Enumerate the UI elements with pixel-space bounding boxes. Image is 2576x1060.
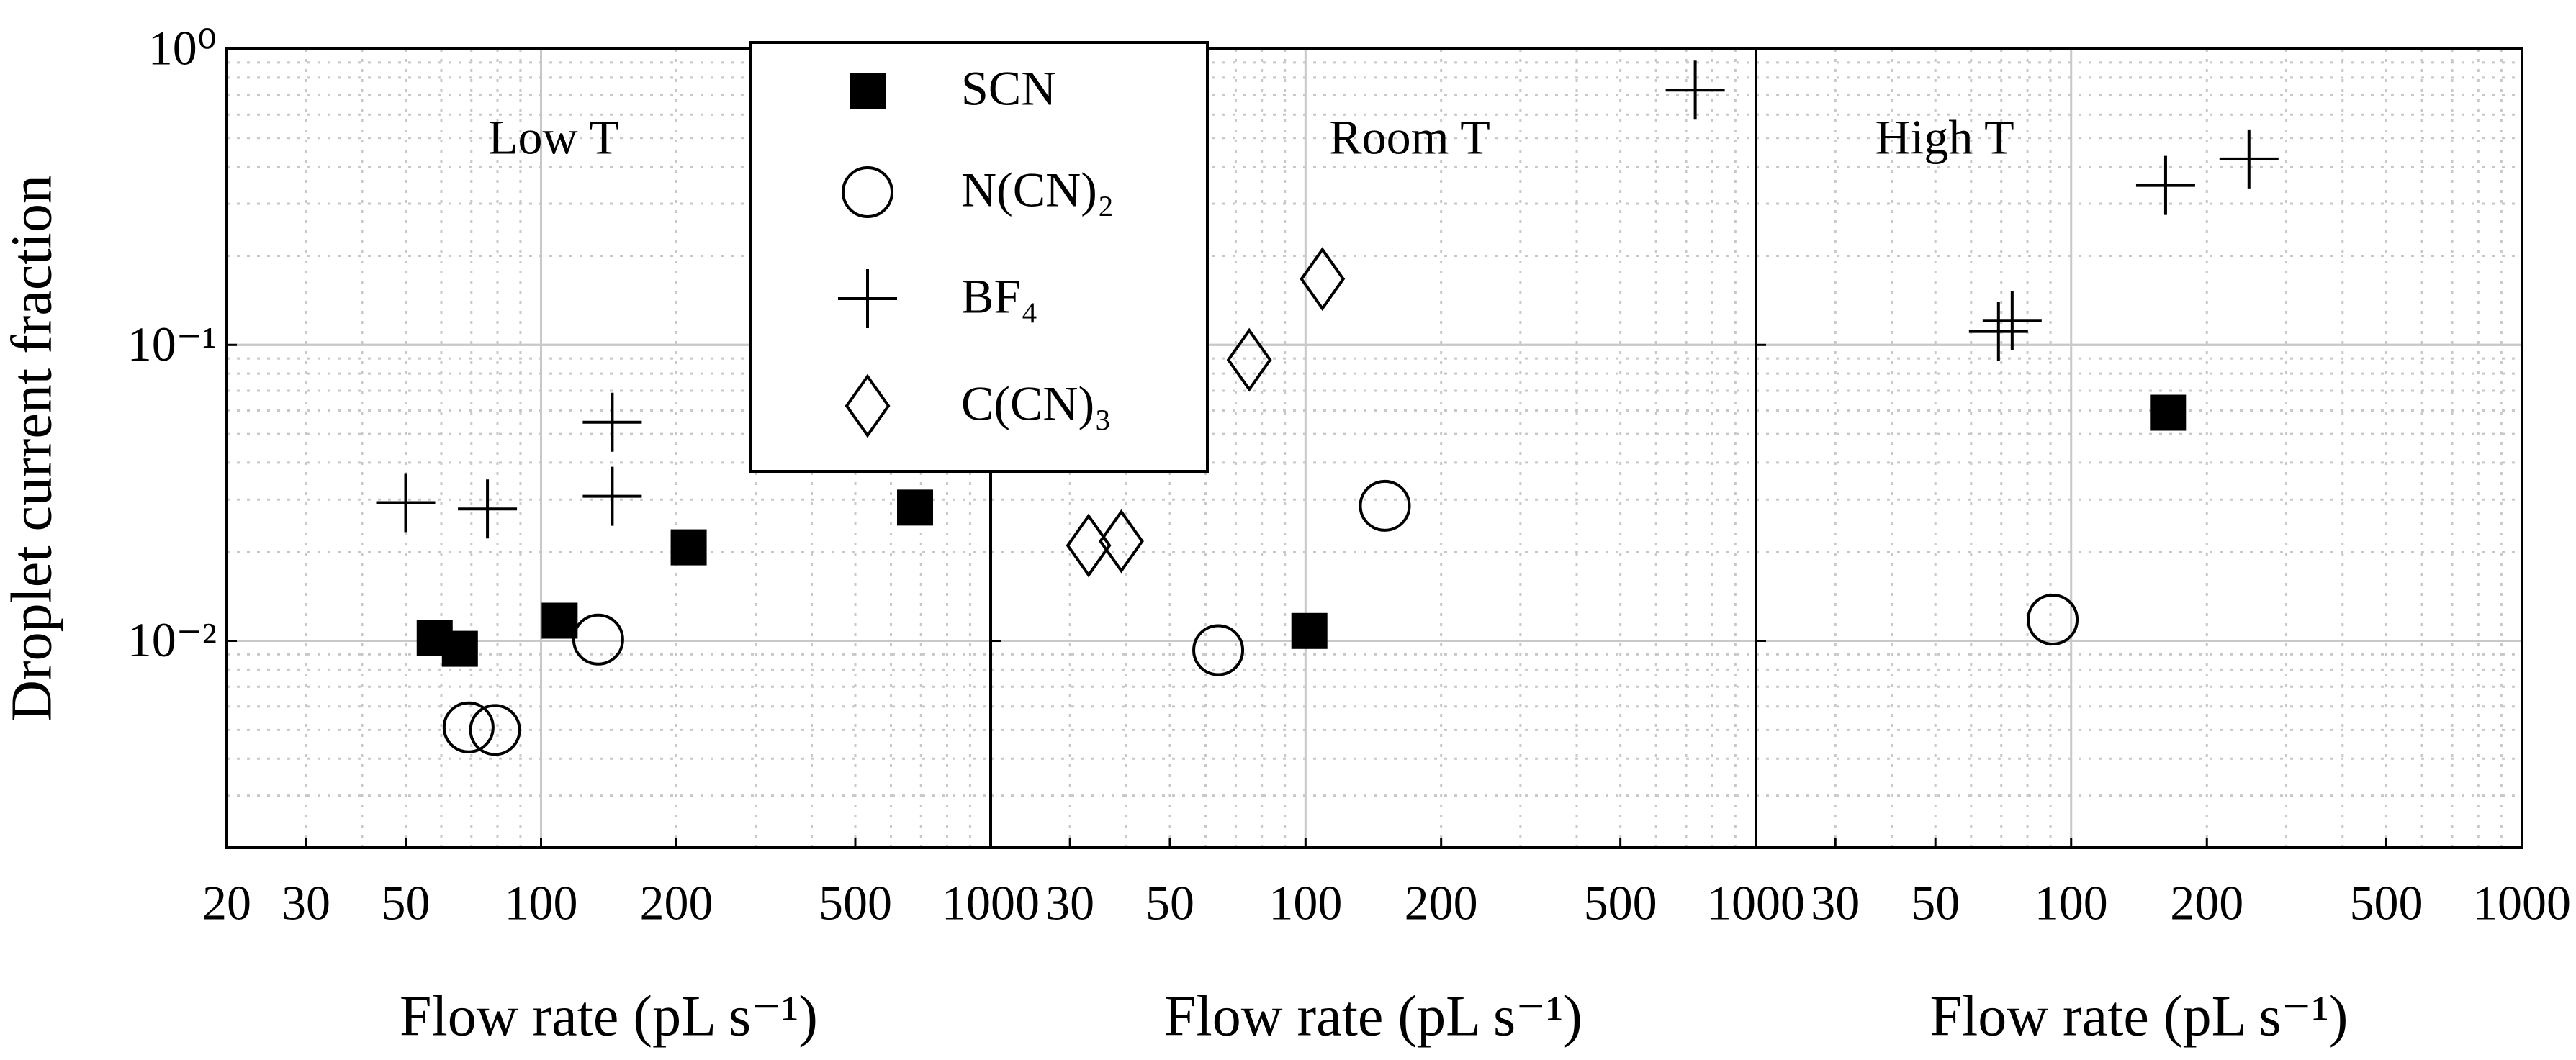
y-tick-label: 10⁻¹	[127, 317, 217, 371]
marker-plus	[1968, 302, 2028, 361]
x-tick-label: 50	[1145, 876, 1194, 930]
marker-circle	[842, 166, 893, 218]
marker-circle	[469, 704, 521, 756]
x-tick-label: 30	[1045, 876, 1094, 930]
x-tick-label: 30	[282, 876, 330, 930]
marker-square	[670, 529, 707, 566]
x-tick-label: 1000	[2473, 876, 2571, 930]
marker-diamond	[1226, 327, 1272, 392]
marker-square	[897, 489, 934, 526]
x-tick-label: 100	[1269, 876, 1342, 930]
marker-circle	[1359, 479, 1411, 532]
y-tick-label: 10⁻²	[127, 612, 217, 667]
x-tick-label: 50	[1911, 876, 1960, 930]
marker-plus	[458, 479, 518, 539]
marker-square	[2150, 394, 2187, 431]
marker-diamond	[1300, 247, 1346, 312]
x-tick-label: 100	[505, 876, 578, 930]
marker-circle	[572, 613, 624, 666]
marker-plus	[582, 392, 642, 452]
marker-square	[850, 73, 886, 109]
marker-diamond	[1099, 509, 1144, 574]
x-tick-label: 1000	[1707, 876, 1805, 930]
x-tick-label: 500	[1584, 876, 1657, 930]
panel-title: Room T	[1329, 110, 1490, 165]
legend-label: N(CN)₂	[961, 163, 1114, 217]
marker-circle	[2027, 593, 2079, 645]
marker-square	[541, 602, 578, 639]
marker-circle	[1192, 624, 1245, 676]
marker-plus	[1665, 60, 1725, 120]
marker-plus	[838, 269, 897, 328]
x-tick-label: 100	[2035, 876, 2108, 930]
panel-title: Low T	[488, 110, 619, 165]
legend-box	[749, 41, 1209, 473]
marker-plus	[2135, 155, 2195, 215]
marker-plus	[2219, 129, 2279, 189]
x-axis-label: Flow rate (pL s⁻¹)	[1930, 984, 2348, 1048]
marker-square	[1291, 612, 1328, 649]
legend-label: C(CN)₃	[961, 376, 1112, 431]
marker-plus	[1982, 291, 2042, 350]
marker-circle	[442, 701, 495, 753]
x-tick-label: 200	[639, 876, 713, 930]
x-tick-label: 1000	[942, 876, 1040, 930]
x-axis-label: Flow rate (pL s⁻¹)	[400, 984, 818, 1048]
x-tick-label: 30	[1811, 876, 1860, 930]
x-axis-label: Flow rate (pL s⁻¹)	[1164, 984, 1582, 1048]
plot-frame	[1755, 47, 2523, 849]
x-tick-label: 20	[202, 876, 251, 930]
x-tick-label: 500	[819, 876, 892, 930]
marker-diamond	[845, 373, 891, 438]
marker-plus	[582, 466, 642, 526]
x-tick-label: 50	[382, 876, 431, 930]
marker-plus	[376, 473, 436, 533]
legend-label: BF₄	[961, 269, 1038, 324]
y-tick-label: 10⁰	[148, 21, 217, 76]
legend-label: SCN	[961, 61, 1056, 116]
panel-title: High T	[1875, 110, 2014, 165]
marker-diamond	[1066, 513, 1112, 578]
y-axis-label: Droplet current fraction	[0, 175, 63, 722]
x-tick-label: 200	[1405, 876, 1478, 930]
x-tick-label: 200	[2170, 876, 2243, 930]
x-tick-label: 500	[2349, 876, 2423, 930]
marker-square	[441, 630, 478, 667]
